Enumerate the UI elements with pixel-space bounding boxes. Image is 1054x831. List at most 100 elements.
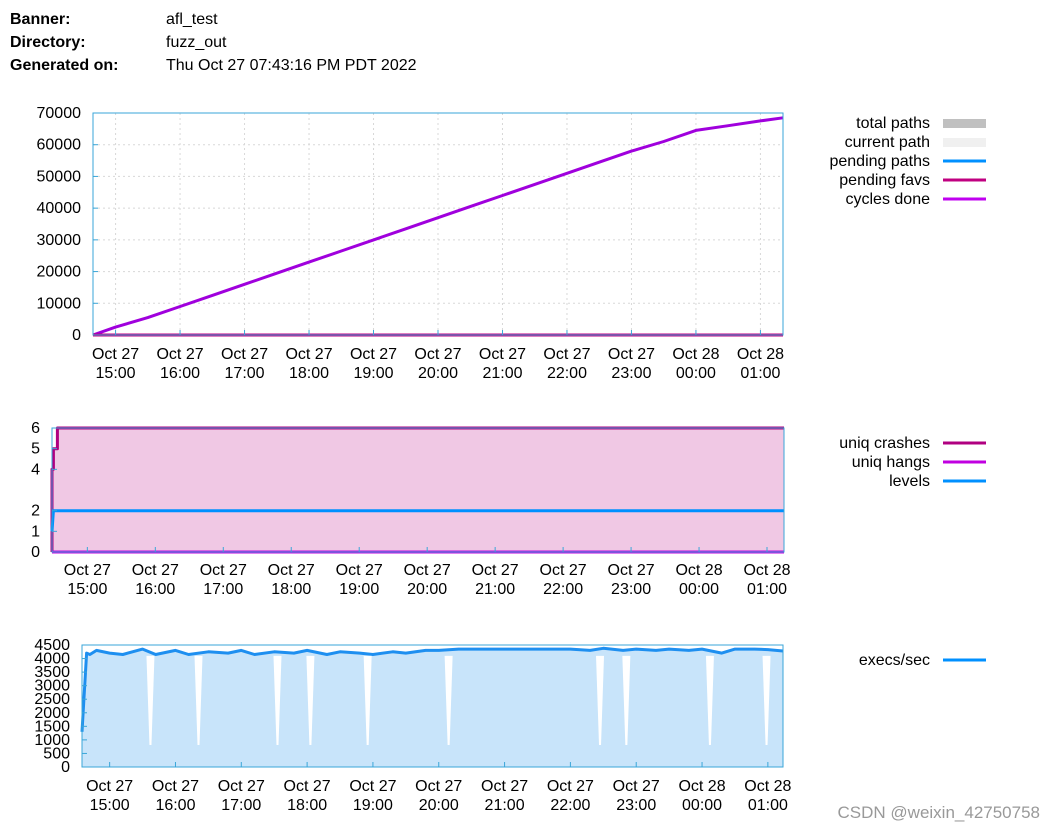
- y-tick-label: 6: [31, 420, 40, 437]
- legend-label: current path: [845, 134, 930, 151]
- y-tick-label: 4: [31, 461, 40, 478]
- x-tick-date: Oct 27: [336, 562, 383, 579]
- legend-label: uniq hangs: [852, 454, 930, 471]
- x-tick-date: Oct 27: [218, 778, 265, 795]
- x-tick-time: 18:00: [287, 797, 327, 814]
- x-tick-date: Oct 27: [200, 562, 247, 579]
- legend-label: uniq crashes: [839, 435, 930, 452]
- legend-label: pending favs: [839, 172, 930, 189]
- x-tick-date: Oct 27: [156, 346, 203, 363]
- x-tick-time: 00:00: [682, 797, 722, 814]
- series-area-uniq-crashes: [52, 428, 784, 552]
- y-tick-label: 1: [31, 523, 40, 540]
- x-tick-date: Oct 27: [349, 778, 396, 795]
- y-tick-label: 70000: [37, 105, 82, 122]
- x-tick-time: 16:00: [135, 581, 175, 598]
- x-tick-date: Oct 27: [608, 562, 655, 579]
- series-line-cycles-done: [92, 116, 784, 337]
- x-tick-time: 21:00: [482, 365, 522, 382]
- x-tick-time: 23:00: [611, 581, 651, 598]
- x-tick-date: Oct 28: [743, 562, 790, 579]
- x-tick-time: 17:00: [221, 797, 261, 814]
- watermark: CSDN @weixin_42750758: [837, 803, 1040, 822]
- x-tick-time: 17:00: [225, 365, 265, 382]
- plot-frame: [81, 644, 784, 768]
- x-tick-date: Oct 28: [678, 778, 725, 795]
- directory-row: Directory: fuzz_out: [10, 31, 417, 54]
- plot-frame: [51, 427, 785, 553]
- y-tick-label: 30000: [37, 232, 82, 249]
- y-tick-label: 1000: [34, 732, 70, 749]
- y-tick-label: 2: [31, 503, 40, 520]
- x-tick-time: 01:00: [748, 797, 788, 814]
- banner-row: Banner: afl_test: [10, 8, 417, 31]
- x-tick-date: Oct 27: [92, 346, 139, 363]
- legend-label: cycles done: [846, 191, 931, 208]
- x-tick-date: Oct 27: [350, 346, 397, 363]
- x-tick-time: 15:00: [90, 797, 130, 814]
- x-tick-time: 01:00: [747, 581, 787, 598]
- paths-chart: 0 10000 20000 30000 40000 50000 60000 70000 Oct …: [37, 105, 986, 382]
- exec-dip: [194, 655, 203, 745]
- exec-dip: [622, 655, 631, 745]
- y-tick-label: 40000: [37, 200, 82, 217]
- x-tick-time: 15:00: [96, 365, 136, 382]
- y-tick-label: 0: [61, 759, 70, 776]
- x-tick-time: 20:00: [407, 581, 447, 598]
- exec-dip: [596, 655, 605, 745]
- x-tick-time: 19:00: [353, 797, 393, 814]
- x-tick-time: 01:00: [740, 365, 780, 382]
- series-area-execs-sec: [82, 648, 783, 767]
- y-tick-label: 10000: [37, 295, 82, 312]
- x-tick-date: Oct 27: [64, 562, 111, 579]
- x-tick-date: Oct 27: [543, 346, 590, 363]
- series-line-execs-sec: [80, 646, 784, 732]
- x-tick-time: 16:00: [155, 797, 195, 814]
- x-tick-time: 23:00: [616, 797, 656, 814]
- x-tick-time: 21:00: [485, 797, 525, 814]
- x-tick-time: 22:00: [550, 797, 590, 814]
- x-tick-date: Oct 27: [152, 778, 199, 795]
- y-tick-label: 500: [43, 745, 70, 762]
- x-tick-time: 23:00: [611, 365, 651, 382]
- generated-value: Thu Oct 27 07:43:16 PM PDT 2022: [166, 57, 417, 74]
- y-tick-label: 50000: [37, 168, 82, 185]
- x-tick-time: 22:00: [543, 581, 583, 598]
- exec-dip: [444, 655, 453, 745]
- legend-label: levels: [889, 473, 930, 490]
- x-tick-date: Oct 28: [744, 778, 791, 795]
- banner-label: Banner:: [10, 11, 71, 28]
- x-tick-date: Oct 27: [613, 778, 660, 795]
- x-tick-time: 18:00: [271, 581, 311, 598]
- legend-label: total paths: [856, 115, 930, 132]
- y-tick-label: 0: [72, 327, 81, 344]
- legend-label: execs/sec: [859, 652, 930, 669]
- x-tick-date: Oct 28: [675, 562, 722, 579]
- y-tick-label: 0: [31, 544, 40, 561]
- x-tick-time: 15:00: [67, 581, 107, 598]
- x-tick-date: Oct 27: [481, 778, 528, 795]
- x-tick-date: Oct 28: [737, 346, 784, 363]
- x-tick-time: 00:00: [676, 365, 716, 382]
- y-tick-label: 4500: [34, 637, 70, 654]
- y-tick-label: 2000: [34, 705, 70, 722]
- y-tick-label: 4000: [34, 651, 70, 668]
- x-tick-date: Oct 27: [479, 346, 526, 363]
- y-tick-label: 2500: [34, 691, 70, 708]
- x-tick-date: Oct 27: [221, 346, 268, 363]
- y-tick-label: 20000: [37, 264, 82, 281]
- x-tick-date: Oct 27: [268, 562, 315, 579]
- x-tick-time: 00:00: [679, 581, 719, 598]
- exec-dip: [306, 655, 315, 745]
- y-tick-label: 5: [31, 441, 40, 458]
- x-tick-time: 16:00: [160, 365, 200, 382]
- x-tick-date: Oct 27: [547, 778, 594, 795]
- legend-swatch: [943, 138, 986, 147]
- x-tick-date: Oct 27: [285, 346, 332, 363]
- exec-dip: [273, 655, 282, 745]
- crashes-chart: 0 1 2 4 5 6 Oct 27 15:00 Oct 27 16:00 Oct 27 17:00 O…: [31, 420, 986, 598]
- y-tick-label: 3500: [34, 664, 70, 681]
- x-tick-date: Oct 27: [540, 562, 587, 579]
- directory-label: Directory:: [10, 34, 86, 51]
